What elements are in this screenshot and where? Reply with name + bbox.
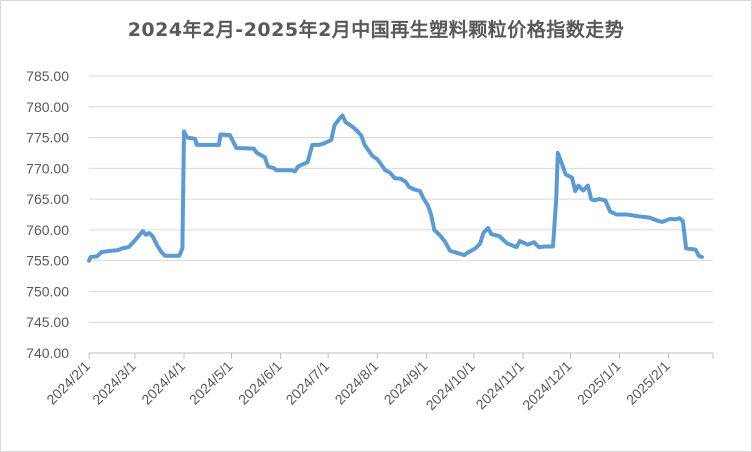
y-tick-label: 750.00 xyxy=(26,283,69,299)
x-tick-label: 2025/2/1 xyxy=(623,358,673,408)
axes xyxy=(88,352,714,359)
x-tick-label: 2024/4/1 xyxy=(138,358,188,408)
series-line-0 xyxy=(87,113,704,263)
chart-title: 2024年2月-2025年2月中国再生塑料颗粒价格指数走势 xyxy=(127,19,625,41)
x-tick-label: 2024/10/1 xyxy=(423,358,479,414)
y-tick-label: 740.00 xyxy=(26,345,69,361)
y-tick-label: 770.00 xyxy=(26,160,69,176)
y-tick-label: 785.00 xyxy=(26,68,69,84)
y-tick-label: 755.00 xyxy=(26,253,69,269)
y-tick-labels: 785.00 780.00 775.00 770.00 765.00 760.00 755.… xyxy=(26,68,69,361)
x-tick-label: 2025/1/1 xyxy=(574,358,624,408)
gridlines xyxy=(89,75,713,323)
x-tick-label: 2024/7/1 xyxy=(282,358,332,408)
x-tick-label: 2024/8/1 xyxy=(332,358,382,408)
y-tick-label: 780.00 xyxy=(26,99,69,115)
x-tick-label: 2024/3/1 xyxy=(89,358,139,408)
x-tick-label: 2024/11/1 xyxy=(472,358,527,413)
series-layer xyxy=(87,113,704,263)
x-tick-label: 2024/12/1 xyxy=(519,358,575,414)
y-tick-label: 765.00 xyxy=(26,191,69,207)
x-tick-label: 2024/2/1 xyxy=(43,358,93,408)
y-tick-label: 745.00 xyxy=(26,314,69,330)
x-tick-label: 2024/6/1 xyxy=(235,358,285,408)
y-tick-label: 775.00 xyxy=(26,130,69,146)
x-tick-label: 2024/5/1 xyxy=(186,358,236,408)
y-tick-label: 760.00 xyxy=(26,222,69,238)
